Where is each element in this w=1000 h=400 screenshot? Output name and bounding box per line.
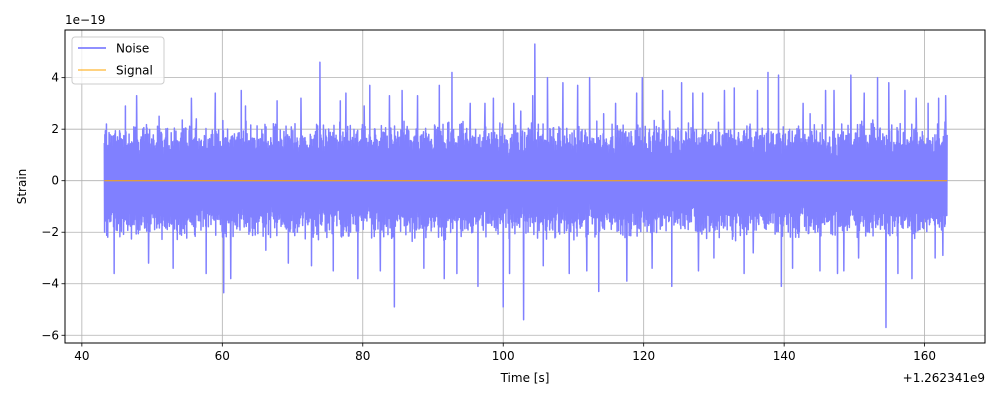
ticks: 40 60 80 100 120 140 160 −6 −4 −2 0 2 4: [41, 71, 936, 363]
x-offset-label: +1.262341e9: [903, 371, 985, 385]
x-axis-label: Time [s]: [500, 371, 550, 385]
x-tick-label: 40: [74, 349, 89, 363]
plot-area: [103, 43, 948, 329]
x-tick-label: 60: [215, 349, 230, 363]
noise-series-line: [103, 43, 948, 329]
x-tick-label: 100: [492, 349, 515, 363]
legend-noise-label: Noise: [116, 42, 149, 56]
x-tick-label: 120: [632, 349, 655, 363]
y-tick-label: 2: [51, 122, 59, 136]
legend: Noise Signal: [71, 36, 165, 85]
x-tick-label: 80: [355, 349, 370, 363]
y-tick-label: −4: [41, 277, 59, 291]
x-tick-label: 140: [773, 349, 796, 363]
y-tick-label: 0: [51, 174, 59, 188]
y-tick-label: −2: [41, 225, 59, 239]
y-scale-label: 1e−19: [65, 13, 105, 27]
x-tick-label: 160: [913, 349, 936, 363]
y-tick-label: 4: [51, 71, 59, 85]
legend-signal-label: Signal: [116, 64, 153, 78]
axes-frame: [64, 29, 986, 344]
y-axis-label: Strain: [15, 169, 29, 205]
y-tick-label: −6: [41, 328, 59, 342]
